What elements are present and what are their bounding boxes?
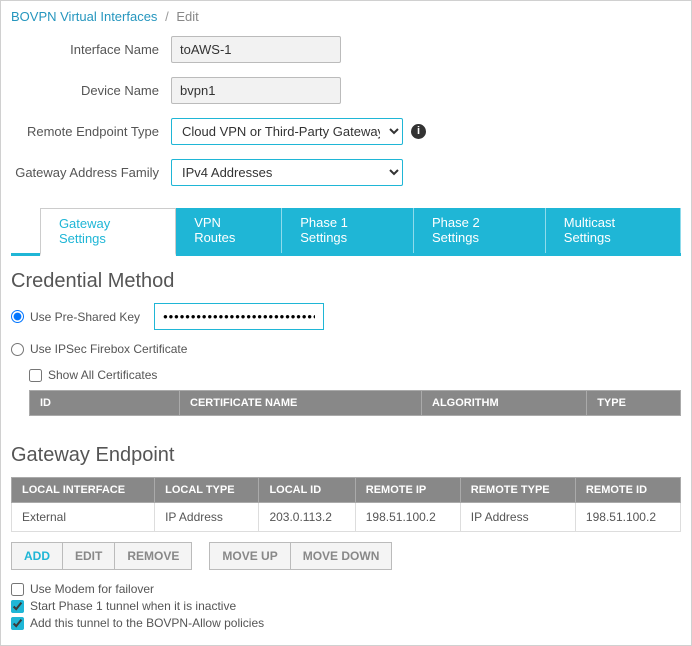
move-up-button[interactable]: MOVE UP [209, 542, 290, 570]
interface-name-label: Interface Name [11, 42, 171, 57]
move-down-button[interactable]: MOVE DOWN [290, 542, 393, 570]
breadcrumb: BOVPN Virtual Interfaces / Edit [11, 9, 681, 24]
tab-vpn-routes[interactable]: VPN Routes [176, 208, 282, 253]
endpoint-table: LOCAL INTERFACE LOCAL TYPE LOCAL ID REMO… [11, 477, 681, 532]
device-name-input[interactable] [171, 77, 341, 104]
gateway-endpoint-title: Gateway Endpoint [11, 444, 681, 467]
cert-col-type: TYPE [587, 391, 681, 416]
bovpn-allow-checkbox[interactable] [11, 617, 24, 630]
show-all-certs-label: Show All Certificates [48, 368, 157, 382]
ep-col-remote-ip: REMOTE IP [355, 478, 460, 503]
ep-local-type: IP Address [155, 503, 259, 532]
ep-col-remote-id: REMOTE ID [575, 478, 680, 503]
start-phase1-checkbox[interactable] [11, 600, 24, 613]
ep-col-remote-type: REMOTE TYPE [460, 478, 575, 503]
tab-multicast-settings[interactable]: Multicast Settings [546, 208, 681, 253]
breadcrumb-parent-link[interactable]: BOVPN Virtual Interfaces [11, 9, 157, 24]
cert-col-algorithm: ALGORITHM [422, 391, 587, 416]
bovpn-allow-label: Add this tunnel to the BOVPN-Allow polic… [30, 616, 264, 630]
ep-col-local-type: LOCAL TYPE [155, 478, 259, 503]
options: Use Modem for failover Start Phase 1 tun… [11, 582, 681, 630]
breadcrumb-current: Edit [176, 9, 198, 24]
add-button[interactable]: ADD [11, 542, 63, 570]
tab-gateway-settings[interactable]: Gateway Settings [40, 208, 176, 256]
ep-remote-type: IP Address [460, 503, 575, 532]
psk-input[interactable] [154, 303, 324, 330]
cert-col-id: ID [30, 391, 180, 416]
start-phase1-label: Start Phase 1 tunnel when it is inactive [30, 599, 236, 613]
ep-remote-ip: 198.51.100.2 [355, 503, 460, 532]
breadcrumb-separator: / [165, 9, 169, 24]
tab-phase1-settings[interactable]: Phase 1 Settings [282, 208, 414, 253]
gateway-address-family-select[interactable]: IPv4 Addresses [171, 159, 403, 186]
modem-failover-label: Use Modem for failover [30, 582, 154, 596]
endpoint-buttons: ADD EDIT REMOVE MOVE UP MOVE DOWN [11, 542, 681, 570]
cert-col-name: CERTIFICATE NAME [180, 391, 422, 416]
ep-local-id: 203.0.113.2 [259, 503, 355, 532]
ep-col-local-interface: LOCAL INTERFACE [12, 478, 155, 503]
remove-button[interactable]: REMOVE [114, 542, 192, 570]
ep-col-local-id: LOCAL ID [259, 478, 355, 503]
device-name-label: Device Name [11, 83, 171, 98]
tab-phase2-settings[interactable]: Phase 2 Settings [414, 208, 546, 253]
ep-remote-id: 198.51.100.2 [575, 503, 680, 532]
credential-method-title: Credential Method [11, 270, 681, 293]
remote-endpoint-type-select[interactable]: Cloud VPN or Third-Party Gateway [171, 118, 403, 145]
info-icon[interactable]: i [411, 124, 426, 139]
remote-endpoint-type-label: Remote Endpoint Type [11, 124, 171, 139]
show-all-certs-checkbox[interactable] [29, 369, 42, 382]
interface-name-input[interactable] [171, 36, 341, 63]
use-cert-radio[interactable] [11, 343, 24, 356]
use-cert-label: Use IPSec Firebox Certificate [30, 342, 187, 356]
use-psk-radio[interactable] [11, 310, 24, 323]
endpoint-row[interactable]: External IP Address 203.0.113.2 198.51.1… [12, 503, 681, 532]
tabs: Gateway Settings VPN Routes Phase 1 Sett… [11, 208, 681, 256]
certificate-table: ID CERTIFICATE NAME ALGORITHM TYPE [29, 390, 681, 416]
ep-local-interface: External [12, 503, 155, 532]
modem-failover-checkbox[interactable] [11, 583, 24, 596]
gateway-address-family-label: Gateway Address Family [11, 165, 171, 180]
use-psk-label: Use Pre-Shared Key [30, 310, 140, 324]
edit-button[interactable]: EDIT [62, 542, 115, 570]
